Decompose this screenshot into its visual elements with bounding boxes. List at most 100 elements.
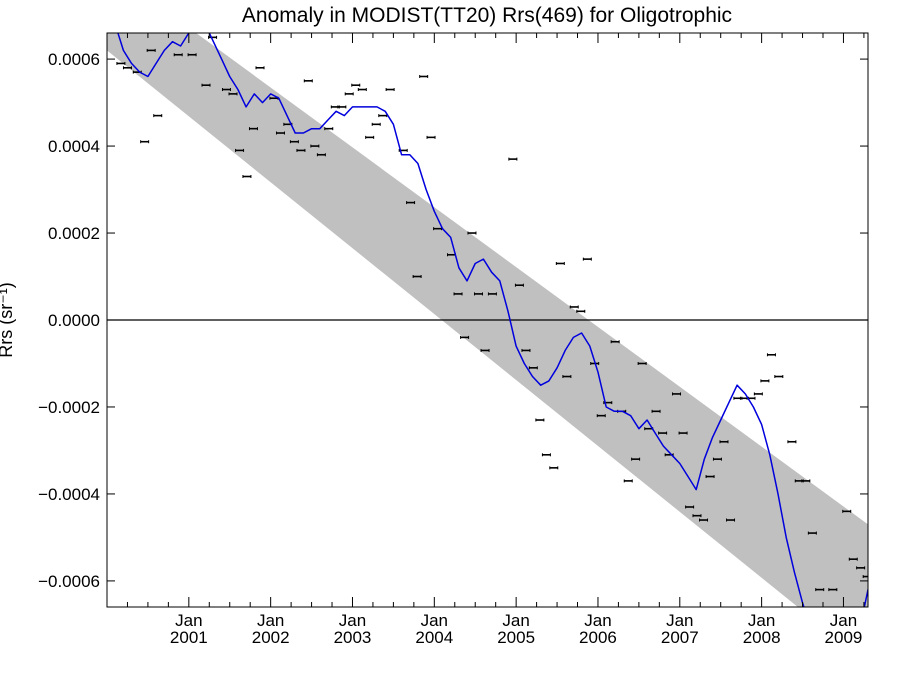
trend-band [107, 33, 868, 607]
x-tick-year-label: 2005 [497, 628, 535, 647]
data-point [521, 348, 531, 352]
data-point [460, 335, 470, 339]
x-tick-year-label: 2009 [825, 628, 863, 647]
data-point [787, 440, 797, 444]
data-point [555, 261, 565, 265]
y-tick-label: 0.0002 [48, 224, 100, 243]
data-point [848, 557, 858, 561]
data-point [801, 479, 811, 483]
data-point [582, 257, 592, 261]
data-point [275, 131, 285, 135]
data-point [365, 135, 375, 139]
data-point [528, 366, 538, 370]
data-point [541, 453, 551, 457]
data-point [766, 353, 776, 357]
x-tick-year-label: 2004 [415, 628, 453, 647]
x-tick-month-label: Jan [421, 611, 448, 630]
data-point [337, 105, 347, 109]
data-point [514, 283, 524, 287]
data-point [658, 431, 668, 435]
data-point [705, 475, 715, 479]
data-point [569, 305, 579, 309]
axes: 0.0006 0.0004 0.0002 0.0000 −0.0002 −0.0004 −0… [38, 33, 868, 647]
x-tick-month-label: Jan [175, 611, 202, 630]
data-point [140, 140, 150, 144]
data-point [631, 457, 641, 461]
data-point [856, 566, 866, 570]
x-tick-month-label: Jan [584, 611, 611, 630]
data-point [153, 114, 163, 118]
data-point [221, 88, 231, 92]
data-point [610, 340, 620, 344]
data-point [208, 35, 218, 39]
data-point [862, 575, 868, 579]
data-point [146, 48, 156, 52]
data-point [508, 157, 518, 161]
data-point [692, 514, 702, 518]
data-point [807, 531, 817, 535]
data-point [116, 61, 126, 65]
data-point [426, 135, 436, 139]
data-point [248, 127, 258, 131]
y-tick-label: −0.0002 [38, 398, 100, 417]
data-point [549, 466, 559, 470]
y-tick-label: −0.0004 [38, 485, 100, 504]
x-tick-year-label: 2003 [334, 628, 372, 647]
data-point [201, 83, 211, 87]
x-tick-year-label: 2007 [661, 628, 699, 647]
data-point [351, 83, 361, 87]
data-point [255, 66, 265, 70]
data-point [289, 140, 299, 144]
data-point [774, 375, 784, 379]
data-point [296, 148, 306, 152]
data-point [467, 231, 477, 235]
data-point [480, 348, 490, 352]
data-point [406, 201, 416, 205]
data-point [637, 361, 647, 365]
x-tick-month-label: Jan [748, 611, 775, 630]
x-tick-month-label: Jan [502, 611, 529, 630]
data-point [699, 518, 709, 522]
data-point [815, 588, 825, 592]
data-point [877, 575, 885, 578]
data-point [187, 53, 197, 57]
data-point [344, 92, 354, 96]
data-point [760, 379, 770, 383]
x-tick-year-label: 2002 [252, 628, 290, 647]
y-tick-label: 0.0004 [48, 137, 100, 156]
data-point [242, 175, 252, 178]
data-point [623, 479, 633, 483]
data-point [453, 292, 463, 296]
data-point [651, 409, 661, 413]
data-point [884, 597, 892, 600]
data-point [173, 53, 183, 57]
x-tick-year-label: 2001 [170, 628, 208, 647]
data-point [562, 375, 572, 379]
data-point [719, 440, 729, 444]
data-point [726, 518, 736, 522]
data-point [371, 122, 381, 126]
data-point [596, 414, 606, 418]
data-point [473, 292, 483, 296]
data-point [412, 275, 422, 279]
data-point [672, 392, 682, 396]
data-point [385, 88, 395, 92]
y-tick-label: 0.0006 [48, 50, 100, 69]
data-point [235, 148, 245, 152]
chart-title: Anomaly in MODIST(TT20) Rrs(469) for Oli… [242, 4, 732, 27]
data-point [419, 74, 429, 78]
x-tick-month-label: Jan [666, 611, 693, 630]
data-point [576, 309, 586, 313]
data-point [316, 153, 326, 157]
data-point [870, 558, 878, 561]
data-point [324, 127, 334, 131]
data-point [828, 588, 838, 592]
trend-band-layer [107, 33, 868, 607]
x-tick-year-label: 2008 [743, 628, 781, 647]
data-point [753, 392, 763, 396]
data-point [842, 509, 852, 513]
data-point [122, 66, 132, 70]
x-tick-month-label: Jan [830, 611, 857, 630]
y-tick-label: 0.0000 [48, 311, 100, 330]
